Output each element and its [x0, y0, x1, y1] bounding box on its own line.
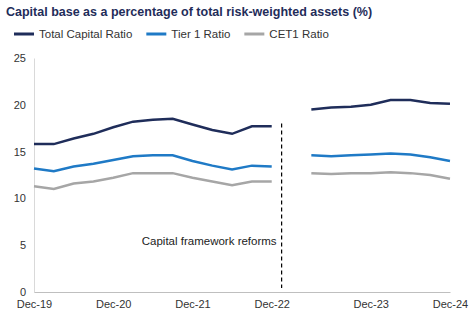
x-tick-label: Dec-19	[17, 298, 52, 310]
y-tick-label: 0	[20, 286, 26, 298]
x-tick-label: Dec-23	[354, 298, 389, 310]
y-tick: 5	[20, 239, 34, 251]
y-tick-label: 25	[14, 52, 26, 64]
x-tick: Dec-21	[175, 292, 210, 310]
legend-label: CET1 Ratio	[269, 28, 328, 40]
legend-entry: Tier 1 Ratio	[146, 28, 230, 40]
y-tick-label: 15	[14, 146, 26, 158]
y-tick: 10	[14, 192, 34, 204]
x-tick: Dec-24	[433, 292, 468, 310]
y-tick: 0	[20, 286, 34, 298]
x-tick: Dec-20	[96, 292, 131, 310]
y-axis-line	[34, 59, 35, 293]
y-tick: 15	[14, 146, 34, 158]
legend-entry: CET1 Ratio	[244, 28, 328, 40]
legend-label: Total Capital Ratio	[39, 28, 132, 40]
y-tick-label: 10	[14, 192, 26, 204]
x-tick: Dec-22	[254, 292, 289, 310]
y-axis: 0 5 10 15 20 25	[14, 52, 35, 298]
x-axis: Dec-19 Dec-20 Dec-21 Dec-22 Dec-23 Dec-24	[17, 292, 468, 310]
x-tick-label: Dec-21	[175, 298, 210, 310]
series-line	[34, 153, 450, 171]
y-tick-label: 5	[20, 239, 26, 251]
legend: Total Capital Ratio Tier 1 Ratio CET1 Rati…	[14, 28, 329, 40]
lines	[34, 100, 450, 189]
legend-swatch	[14, 33, 34, 36]
y-tick: 20	[14, 99, 34, 111]
plot: 0 5 10 15 20 25 Dec-19 Dec-20 Dec-21 Dec-22 Dec-23…	[14, 52, 468, 310]
legend-label: Tier 1 Ratio	[171, 28, 230, 40]
x-tick: Dec-23	[354, 292, 389, 310]
series-line	[34, 100, 450, 144]
x-tick-label: Dec-24	[433, 298, 468, 310]
legend-entry: Total Capital Ratio	[14, 28, 132, 40]
x-axis-line	[35, 292, 451, 293]
title: Capital base as a percentage of total ri…	[6, 5, 372, 19]
chart: Capital base as a percentage of total ri…	[0, 0, 472, 318]
x-tick-label: Dec-22	[254, 298, 289, 310]
y-tick: 25	[14, 52, 34, 64]
annotation-line	[281, 124, 282, 288]
x-tick: Dec-19	[17, 292, 52, 310]
legend-swatch	[244, 33, 264, 36]
y-tick-label: 20	[14, 99, 26, 111]
x-tick-label: Dec-20	[96, 298, 131, 310]
series-line	[34, 172, 450, 189]
annotation: Capital framework reforms	[142, 235, 277, 247]
legend-swatch	[146, 33, 166, 36]
